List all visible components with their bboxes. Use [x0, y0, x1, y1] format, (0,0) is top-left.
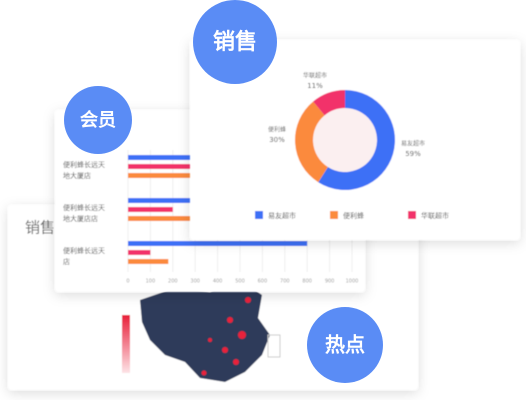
bubble	[64, 86, 132, 154]
category-label: 地大厦店	[63, 171, 91, 180]
x-tick-label: 500	[235, 279, 245, 285]
category-label: 店	[63, 257, 70, 266]
bar	[128, 250, 151, 255]
heat-legend	[122, 315, 130, 373]
x-tick-label: 900	[325, 279, 335, 285]
legend-swatch	[408, 211, 416, 219]
hotspots	[208, 297, 251, 365]
slice-name: 华联超市	[303, 72, 327, 80]
donut-slice	[318, 90, 396, 190]
bar	[128, 207, 173, 212]
x-tick-label: 400	[213, 279, 223, 285]
inset-box	[267, 334, 281, 358]
legend-swatch	[330, 211, 338, 219]
slice-label: 30%	[269, 136, 285, 144]
bubble-label: 销售	[213, 29, 257, 55]
x-tick-label: 800	[302, 279, 312, 285]
card-title: 销售	[25, 219, 55, 237]
slice-label: 59%	[405, 150, 421, 158]
slice-label: 11%	[307, 82, 323, 90]
legend-label: 易友超市	[268, 211, 296, 220]
slice-name: 便利蜂	[268, 126, 286, 134]
legend-label: 便利蜂	[343, 211, 364, 220]
bar	[128, 241, 308, 246]
slice-name: 易友超市	[401, 140, 425, 148]
x-tick-label: 0	[126, 279, 129, 285]
donut-slice	[295, 101, 328, 183]
bubble	[193, 0, 277, 84]
x-tick-label: 200	[168, 279, 178, 285]
bubble-label: 热点	[325, 333, 365, 357]
legend-dot	[201, 370, 207, 376]
bubble	[307, 307, 383, 383]
bubble-label: 会员	[80, 109, 116, 131]
category-label: 便利蜂长远天	[63, 160, 105, 169]
legend-label: 华联超市	[421, 211, 449, 220]
legend-swatch	[255, 211, 263, 219]
category-label: 地大厦店店	[63, 214, 98, 223]
category-label: 便利蜂长远天	[63, 203, 105, 212]
map	[140, 280, 270, 382]
donut-hole	[313, 108, 377, 172]
x-tick-label: 1000	[346, 279, 359, 285]
x-tick-label: 100	[146, 279, 156, 285]
x-tick-label: 300	[190, 279, 200, 285]
x-tick-label: 600	[258, 279, 268, 285]
x-tick-label: 700	[280, 279, 290, 285]
donut-slice	[313, 90, 345, 116]
bar	[128, 259, 169, 264]
category-label: 便利蜂长远天	[63, 246, 105, 255]
